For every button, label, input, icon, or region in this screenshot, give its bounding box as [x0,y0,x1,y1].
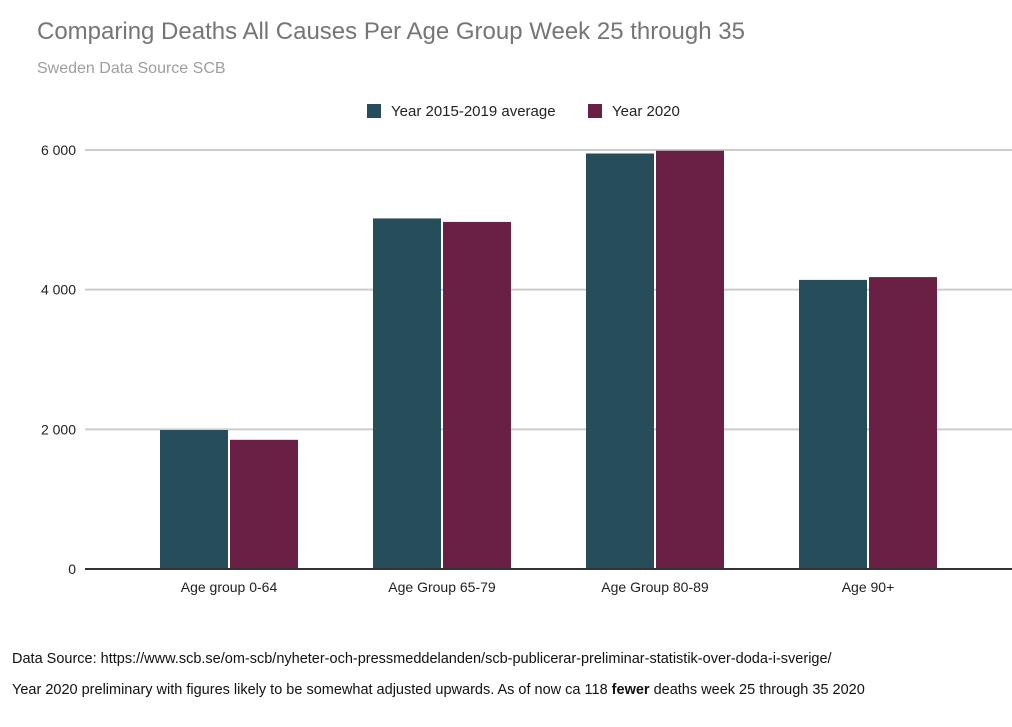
chart-title: Comparing Deaths All Causes Per Age Grou… [37,18,745,45]
bar-series-1 [373,218,441,570]
preliminary-note-text: Year 2020 preliminary with figures likel… [12,682,612,698]
bar-series-2 [656,150,724,569]
bar-chart: Year 2015-2019 average Year 2020 0 2 000 4… [41,103,1012,595]
preliminary-note-emphasis: fewer [611,682,650,698]
x-tick-label: Age group 0-64 [181,579,278,595]
x-tick-label: Age Group 80-89 [601,579,709,595]
bar-series-2 [869,277,937,569]
legend-swatch-series-2 [588,104,602,118]
legend-label-series-2: Year 2020 [612,103,680,120]
bar-series-1 [160,430,228,569]
x-axis-ticks: Age group 0-64 Age Group 65-79 Age Group 8… [181,579,895,595]
y-tick-label: 0 [68,561,76,577]
legend: Year 2015-2019 average Year 2020 [367,103,680,120]
x-tick-label: Age Group 65-79 [388,579,496,595]
y-tick-label: 2 000 [41,421,76,437]
legend-swatch-series-1 [367,104,381,118]
preliminary-note-tail: deaths week 25 through 35 2020 [649,682,865,698]
y-axis-ticks: 0 2 000 4 000 6 000 [41,142,76,577]
y-tick-label: 4 000 [41,282,76,298]
bar-series-1 [799,279,867,569]
bar-series-2 [230,439,298,569]
bar-series-2 [443,221,511,569]
y-tick-label: 6 000 [41,142,76,158]
bars [160,150,937,570]
x-tick-label: Age 90+ [842,579,895,595]
bar-series-1 [586,153,654,569]
preliminary-note: Year 2020 preliminary with figures likel… [12,682,865,698]
data-source-note: Data Source: https://www.scb.se/om-scb/n… [12,651,832,667]
chart-subtitle: Sweden Data Source SCB [37,60,226,77]
legend-label-series-1: Year 2015-2019 average [391,103,556,120]
